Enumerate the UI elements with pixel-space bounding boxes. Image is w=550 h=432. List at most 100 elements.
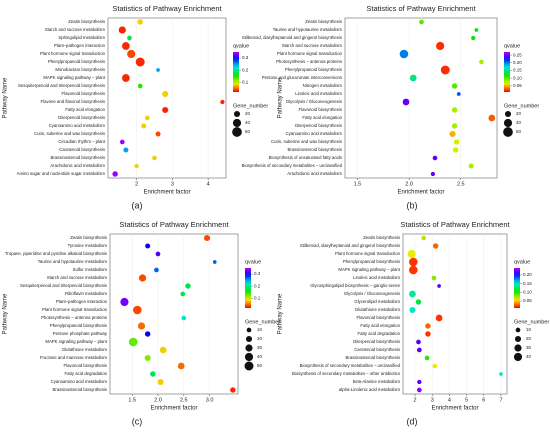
y-tick-label: Sulfur metabolism	[73, 267, 108, 272]
bubble	[432, 243, 439, 249]
size-legend-dot	[514, 335, 522, 343]
size-legend-label: 20	[526, 336, 532, 341]
bubble	[432, 155, 438, 161]
bubble	[185, 283, 191, 289]
color-tick-label: 0.1	[242, 79, 249, 84]
bubble	[141, 123, 147, 129]
color-tick-label: 0.25	[513, 52, 522, 57]
bubble	[120, 297, 129, 307]
size-legend-title: Gene_number	[514, 319, 549, 325]
color-legend-title: qvalue	[245, 259, 261, 265]
y-tick-label: Fatty acid degradation	[357, 331, 400, 336]
bubble	[127, 49, 136, 59]
bubble	[399, 49, 409, 59]
x-tick-label: 7	[499, 397, 502, 403]
bubble	[162, 90, 169, 98]
bubble	[440, 65, 450, 75]
size-legend-label: 30	[257, 345, 263, 350]
size-legend-label: 20	[516, 111, 522, 116]
x-tick-label: 5	[465, 397, 468, 403]
bubble	[499, 372, 503, 376]
y-tick-label: Biosynthesis of unsaturated fatty acids	[269, 155, 342, 160]
y-tick-label: Fatty acid degradation	[64, 371, 107, 376]
y-tick-label: Diterpenoid biosynthesis	[353, 339, 400, 344]
x-tick-label: 4	[448, 397, 451, 403]
y-tick-label: Starch and sucrose metabolism	[47, 275, 108, 280]
y-tick-label: Stilbenoid, diarylheptanoid and gingerol…	[300, 243, 400, 248]
size-legend-dot	[233, 110, 241, 118]
y-tick-label: Brassinosteroid biosynthesis	[288, 147, 342, 152]
bubble	[181, 315, 187, 321]
size-legend-label: 40	[245, 120, 251, 125]
bubble	[468, 163, 474, 169]
y-tick-label: Flavonoid biosynthesis	[299, 107, 342, 112]
y-tick-label: Zeatin biosynthesis	[70, 235, 107, 240]
bubble	[436, 41, 445, 51]
bubble	[118, 26, 126, 34]
bubble	[112, 171, 118, 177]
size-legend-label: 40	[257, 354, 263, 359]
size-legend-dot	[513, 352, 523, 362]
bubble	[409, 74, 417, 82]
y-tick-label: alpha-Linolenic acid metabolism	[339, 387, 401, 392]
size-legend-dot	[232, 127, 242, 137]
x-axis-label: Enrichment factor	[431, 406, 478, 412]
size-legend-label: 20	[245, 111, 251, 116]
y-tick-label: Phenylpropanoid biosynthesis	[48, 59, 105, 64]
bubble	[137, 322, 146, 330]
x-axis-label: Enrichment factor	[143, 190, 190, 196]
bubble	[203, 234, 211, 242]
size-legend-label: 40	[516, 120, 522, 125]
size-legend-dot	[244, 361, 254, 371]
bubble	[122, 74, 130, 82]
x-tick-label: 1.5	[128, 397, 136, 403]
bubble	[402, 98, 410, 106]
y-tick-label: Flavonoid biosynthesis	[357, 315, 400, 320]
bubble	[154, 267, 159, 273]
plot-frame	[109, 233, 239, 395]
bubble	[137, 19, 143, 25]
y-tick-label: Linoleic acid metabolism	[353, 275, 400, 280]
y-tick-label: Glutathione metabolism	[355, 307, 401, 312]
y-tick-label: Plant hormone signal transduction	[40, 51, 106, 56]
plot-frame	[344, 17, 498, 179]
size-legend-dot	[245, 344, 253, 352]
size-legend-dot	[246, 327, 252, 333]
x-tick-label: 1.5	[354, 181, 362, 187]
y-tick-label: Linoleic acid metabolism	[295, 91, 342, 96]
y-tick-label: Carotenoid biosynthesis	[59, 147, 105, 152]
color-legend-title: qvalue	[504, 43, 520, 49]
x-axis-label: Enrichment factor	[150, 406, 197, 412]
y-axis-label: Pathway Name	[278, 77, 284, 118]
y-tick-label: Taurine and hypotaurine metabolism	[273, 27, 343, 32]
y-tick-label: Plant–pathogen interaction	[54, 43, 106, 48]
x-axis-label: Enrichment factor	[397, 190, 444, 196]
y-tick-label: Fatty acid elongation	[302, 115, 342, 120]
y-tick-label: Fatty acid elongation	[65, 107, 105, 112]
bubble	[144, 354, 151, 362]
bubble	[431, 275, 437, 281]
x-tick-label: 3	[431, 397, 434, 403]
chart-title: Statistics of Pathway Enrichment	[112, 4, 222, 13]
y-tick-label: Zeatin biosynthesis	[68, 19, 105, 24]
y-tick-label: Phenylpropanoid biosynthesis	[50, 323, 107, 328]
bubble	[451, 107, 458, 113]
y-tick-label: Starch and sucrose metabolism	[45, 27, 106, 32]
y-tick-label: Biosynthesis of secondary metabolites – …	[242, 163, 343, 168]
y-tick-label: Tyrosine metabolism	[68, 243, 108, 248]
y-tick-label: Stilbenoid, diarylheptanoid and gingerol…	[242, 35, 342, 40]
bubble	[122, 42, 130, 50]
color-bar	[233, 52, 239, 92]
y-tick-label: Cyanoamino acid metabolism	[286, 131, 343, 136]
bubble	[230, 387, 236, 393]
bubble	[155, 131, 161, 137]
y-tick-label: Zeatin biosynthesis	[363, 235, 400, 240]
bubble	[416, 339, 421, 345]
y-tick-label: Brassinosteroid biosynthesis	[51, 155, 105, 160]
bubble	[133, 305, 142, 315]
y-tick-label: Flavonoid biosynthesis	[64, 363, 107, 368]
y-tick-label: Brassinosteroid biosynthesis	[346, 355, 400, 360]
y-tick-label: Plant hormone signal transduction	[42, 307, 108, 312]
bubble	[416, 347, 422, 353]
color-bar	[514, 268, 520, 308]
